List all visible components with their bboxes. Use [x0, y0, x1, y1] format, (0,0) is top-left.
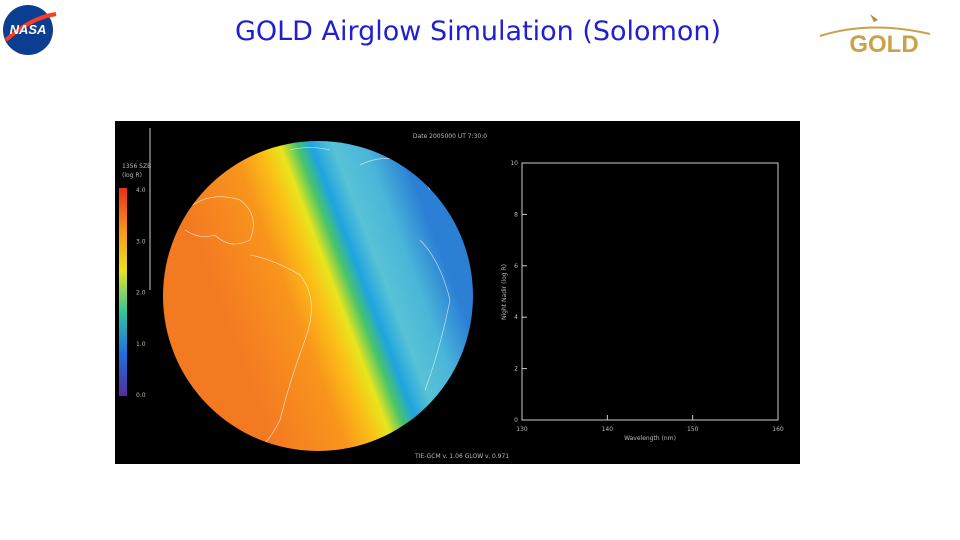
- footer-note: TIE-GCM v. 1.06 GLOW v. 0.971: [414, 453, 509, 460]
- x-tick-label: 140: [602, 426, 614, 433]
- colorbar: [119, 188, 127, 396]
- y-tick-label: 0: [514, 417, 518, 424]
- date-label: Date 2005000 UT 7:30:0: [413, 133, 487, 140]
- gold-logo: GOLD: [819, 14, 931, 58]
- colorbar-title: 1356 SZB: [122, 163, 151, 170]
- coastlines: [184, 147, 451, 446]
- y-tick-label: 8: [514, 211, 518, 218]
- y-axis-label: Night Nadir (log R): [501, 264, 508, 320]
- colorbar-tick-label: 0.0: [136, 392, 146, 399]
- y-tick-label: 6: [514, 263, 518, 270]
- nasa-logo-text: NASA: [10, 22, 47, 37]
- x-tick-label: 150: [687, 426, 699, 433]
- gold-logo-text: GOLD: [849, 31, 918, 58]
- colorbar-tick-label: 4.0: [136, 187, 146, 194]
- colorbar-tick-label: 2.0: [136, 290, 146, 297]
- globe: [163, 141, 473, 451]
- x-axis-label: Wavelength (nm): [624, 435, 676, 442]
- y-tick-label: 2: [514, 366, 518, 373]
- y-tick-label: 4: [514, 314, 518, 321]
- x-tick-label: 130: [516, 426, 528, 433]
- colorbar-tick-label: 1.0: [136, 341, 146, 348]
- spectrum-plot: [521, 162, 779, 421]
- colorbar-unit: (log R): [122, 172, 142, 179]
- colorbar-tick-label: 3.0: [136, 238, 146, 245]
- slide-title: GOLD Airglow Simulation (Solomon): [235, 16, 721, 47]
- x-tick-label: 160: [772, 426, 784, 433]
- y-tick-label: 10: [510, 160, 518, 167]
- nasa-logo: NASA: [3, 5, 57, 55]
